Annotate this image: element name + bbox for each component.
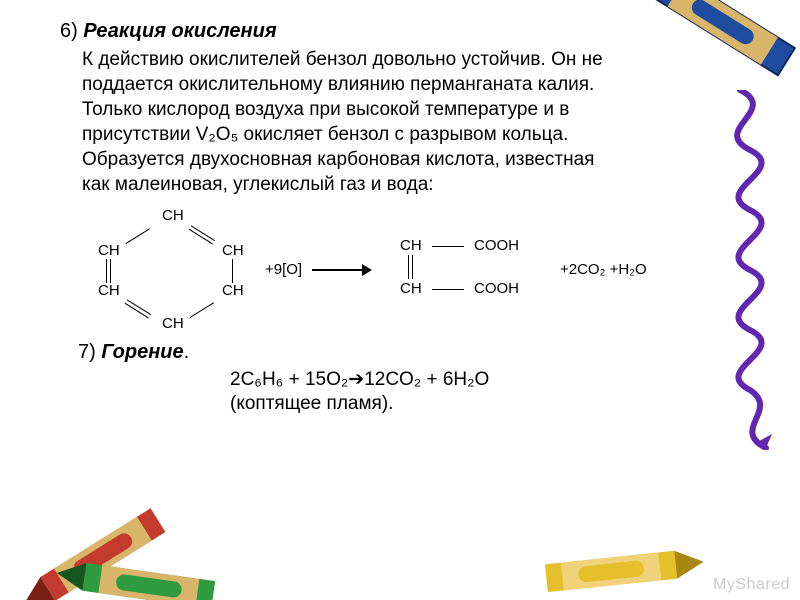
equation-arrow-icon: ➔: [348, 368, 364, 391]
bond-single: [432, 246, 464, 247]
bond-single: [190, 303, 214, 319]
cooh-label: COOH: [474, 280, 519, 297]
ch-label: CH: [162, 207, 184, 224]
bond-double: [106, 259, 111, 283]
ch-label: CH: [98, 282, 120, 299]
combustion-equation: 2C₆H₆ + 15O₂➔12CO₂ + 6H₂O: [230, 368, 740, 391]
para-line: Только кислород воздуха при высокой темп…: [82, 97, 740, 122]
ch-label: CH: [222, 282, 244, 299]
bond-single: [126, 229, 150, 245]
ch-label: CH: [98, 242, 120, 259]
bond-double: [125, 300, 151, 319]
benzene-ring: CH CH CH CH CH CH: [90, 207, 275, 327]
ch-label: CH: [400, 237, 422, 254]
equation-rhs: 12CO₂ + 6H₂O: [364, 369, 489, 390]
para-line: поддается окислительному влиянию перманг…: [82, 72, 740, 97]
oxidant-term: +9[O]: [265, 261, 302, 278]
section6-heading: 6) Реакция окисления: [60, 20, 740, 43]
bond-double: [408, 255, 413, 279]
section7-title: Горение: [101, 341, 183, 363]
bond-single: [232, 259, 233, 283]
crayon-green-icon: [47, 544, 223, 600]
para-line: К действию окислителей бензол довольно у…: [82, 47, 740, 72]
bond-double: [189, 226, 215, 245]
content-block: 6) Реакция окисления К действию окислите…: [60, 20, 740, 415]
section6-paragraph: К действию окислителей бензол довольно у…: [82, 47, 740, 197]
crayon-red-icon: [4, 493, 178, 600]
cooh-label: COOH: [474, 237, 519, 254]
crayon-yellow-icon: [538, 533, 713, 600]
para-line: Образуется двухосновная карбоновая кисло…: [82, 147, 740, 172]
bond-single: [432, 289, 464, 290]
section6-number: 6): [60, 20, 78, 42]
ch-label: CH: [222, 242, 244, 259]
slide: 6) Реакция окисления К действию окислите…: [0, 0, 800, 600]
ch-label: CH: [400, 280, 422, 297]
watermark: MyShared: [713, 576, 790, 594]
ch-label: CH: [162, 315, 184, 332]
equation-lhs: 2C₆H₆ + 15O₂: [230, 369, 348, 390]
para-line: как малеиновая, углекислый газ и вода:: [82, 172, 740, 197]
maleic-product: CH COOH CH COOH: [400, 237, 519, 297]
products-tail: +2CO₂ +H₂O: [560, 261, 647, 278]
arrow-icon: [312, 263, 372, 277]
section6-title: Реакция окисления: [83, 20, 276, 42]
section7-number: 7): [78, 341, 96, 363]
reaction-scheme: CH CH CH CH CH CH +9[O]: [90, 207, 740, 327]
combustion-note: (коптящее пламя).: [230, 393, 740, 415]
reaction-middle: +9[O]: [265, 261, 372, 278]
section7-heading: 7) Горение.: [78, 341, 740, 364]
para-line: присутствии V₂O₅ окисляет бензол с разры…: [82, 122, 740, 147]
